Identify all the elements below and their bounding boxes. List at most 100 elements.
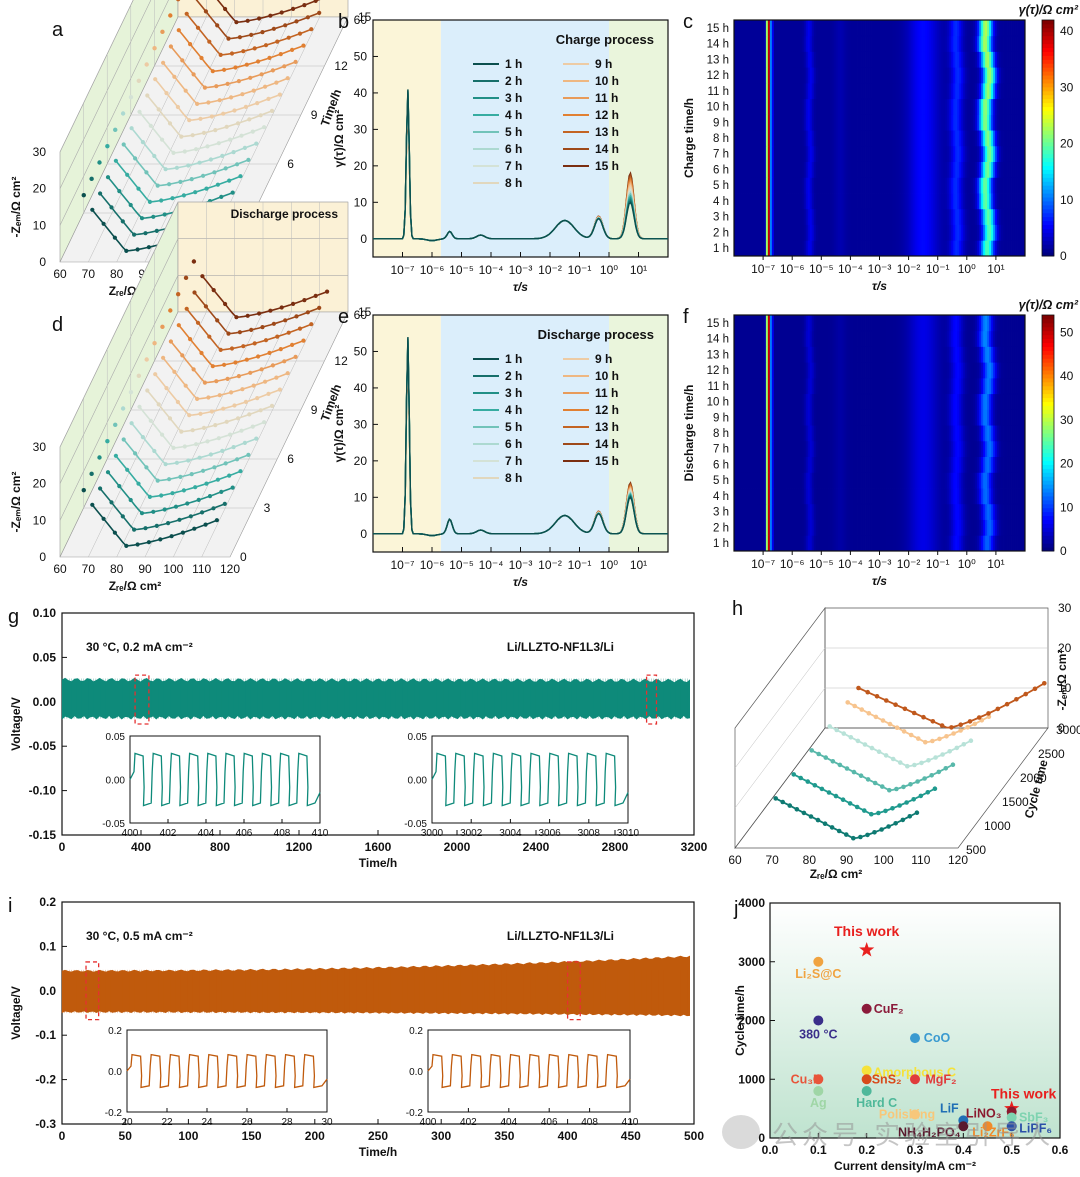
heatmap-cell [821, 472, 825, 489]
heatmap-cell [869, 440, 872, 457]
heatmap-cell [993, 35, 996, 52]
heatmap-cell [769, 425, 773, 442]
heatmap-cell [803, 535, 807, 552]
heatmap-cell [827, 535, 831, 552]
heatmap-cell [863, 519, 866, 536]
heatmap-cell [965, 145, 968, 162]
heatmap-cell [869, 193, 872, 210]
heatmap-cell [734, 82, 737, 100]
heatmap-cell [1001, 240, 1004, 257]
heatmap-cell [1013, 488, 1016, 505]
heatmap-cell [811, 193, 815, 210]
heatmap-cell [925, 409, 928, 426]
heatmap-cell [955, 362, 958, 379]
colorbar-step [1042, 212, 1054, 218]
heatmap-cell [889, 535, 892, 552]
heatmap-cell [999, 82, 1002, 100]
heatmap-cell [991, 472, 994, 489]
heatmap-cell [947, 20, 950, 37]
heatmap-cell [743, 161, 747, 178]
eis-point [146, 245, 151, 250]
heatmap-cell [795, 161, 799, 178]
heatmap-cell [763, 145, 767, 162]
heatmap-cell [741, 362, 745, 379]
heatmap-cell [969, 67, 972, 84]
heatmap-cell [787, 362, 791, 379]
heatmap-cell [1001, 145, 1004, 162]
heatmap-cell [889, 330, 892, 347]
heatmap-cell [821, 208, 825, 225]
heatmap-cell [793, 425, 797, 442]
heatmap-cell [961, 488, 964, 505]
heatmap-cell [893, 409, 896, 426]
heatmap-cell [895, 193, 898, 210]
heatmap-cell [967, 224, 970, 241]
heatmap-cell [953, 161, 956, 178]
heatmap-cell [801, 98, 805, 115]
heatmap-cell [843, 503, 847, 520]
heatmap-cell [865, 535, 868, 552]
heatmap-cell [979, 362, 982, 379]
heatmap-cell [907, 35, 910, 52]
heatmap-cell [947, 488, 950, 505]
heatmap-cell [829, 208, 833, 225]
panel-c: c1 h2 h3 h4 h5 h6 h7 h8 h9 h10 h11 h12 h… [682, 3, 1079, 293]
heatmap-cell [929, 193, 932, 210]
heatmap-cell [791, 145, 795, 162]
eis-point [251, 88, 256, 93]
heatmap-cell [913, 208, 916, 225]
heatmap-cell [745, 224, 749, 241]
heatmap-cell [734, 224, 737, 241]
heatmap-cell [869, 425, 872, 442]
heatmap-cell [734, 114, 737, 131]
heatmap-cell [785, 362, 789, 379]
heatmap-cell [735, 472, 739, 489]
heatmap-cell [789, 346, 793, 363]
heatmap-cell [763, 224, 767, 241]
heatmap-cell [877, 377, 880, 395]
heatmap-cell [991, 409, 994, 426]
heatmap-cell [793, 177, 797, 194]
heatmap-cell [967, 503, 970, 520]
heatmap-cell [883, 35, 886, 52]
heatmap-cell [887, 20, 890, 37]
heatmap-cell [941, 377, 944, 395]
heatmap-cell [757, 440, 761, 457]
heatmap-cell [805, 503, 809, 520]
heatmap-cell [745, 82, 749, 100]
heatmap-cell [817, 535, 821, 552]
heatmap-cell [967, 362, 970, 379]
heatmap-cell [841, 456, 845, 473]
heatmap-cell [907, 240, 910, 257]
heatmap-cell [989, 393, 992, 410]
heatmap-cell [749, 488, 753, 505]
heatmap-cell [829, 161, 833, 178]
heatmap-cell [887, 330, 890, 347]
heatmap-cell [823, 130, 827, 147]
eis-point [241, 49, 246, 54]
heatmap-cell [771, 240, 775, 257]
heatmap-cell [763, 114, 767, 131]
heatmap-cell [871, 20, 874, 37]
heatmap-cell [955, 208, 958, 225]
heatmap-cell [833, 224, 837, 241]
heatmap-cell [937, 456, 940, 473]
heatmap-cell [1013, 51, 1016, 68]
eis-point [195, 320, 201, 325]
heatmap-cell [747, 161, 751, 178]
heatmap-cell [759, 456, 763, 473]
heatmap-cell [979, 377, 982, 395]
heatmap-cell [745, 535, 749, 552]
heatmap-cell [913, 330, 916, 347]
heatmap-cell [973, 177, 976, 194]
heatmap-cell [741, 472, 745, 489]
heatmap-cell [815, 330, 819, 347]
heatmap-cell [877, 130, 880, 147]
heatmap-cell [759, 82, 763, 100]
heatmap-cell [1017, 488, 1020, 505]
heatmap-cell [877, 535, 880, 552]
eis-point [290, 342, 295, 347]
heatmap-cell [875, 177, 878, 194]
heatmap-cell [831, 330, 835, 347]
heatmap-cell [983, 393, 986, 410]
